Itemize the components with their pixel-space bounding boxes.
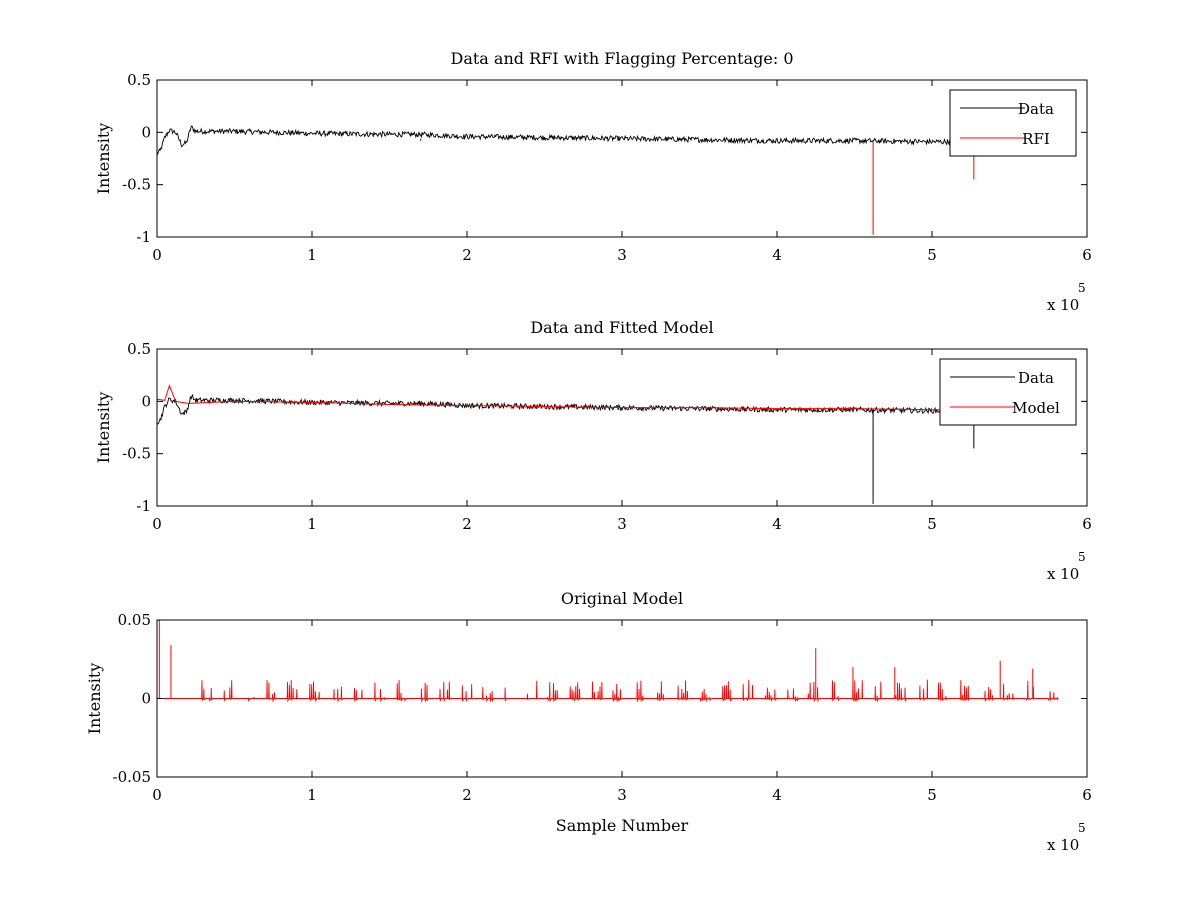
x-tick-label: 4	[772, 515, 782, 533]
x-tick-label: 4	[772, 246, 782, 264]
x-tick-label: 3	[617, 515, 627, 533]
x-multiplier-exponent: 5	[1078, 550, 1086, 564]
x-tick-label: 5	[927, 515, 937, 533]
y-tick-label: -0.5	[122, 445, 151, 463]
x-tick-label: 5	[927, 786, 937, 804]
x-tick-label: 0	[152, 786, 162, 804]
x-tick-label: 0	[152, 515, 162, 533]
subplot-1: 0 1 2 3 4 5 6 0.5 0 -0.5 -1 Data and RFI with Flagg…	[94, 49, 1092, 314]
x-tick-label: 3	[617, 786, 627, 804]
x-tick-label: 2	[462, 515, 472, 533]
y-axis-label: Intensity	[94, 392, 113, 464]
x-tick-label: 6	[1082, 786, 1092, 804]
chart-title: Data and Fitted Model	[530, 318, 713, 337]
legend-label: RFI	[1022, 130, 1050, 148]
legend-label: Data	[1018, 100, 1054, 118]
x-tick-label: 1	[307, 246, 317, 264]
x-tick-label: 0	[152, 246, 162, 264]
y-tick-label: 0.5	[127, 340, 151, 358]
x-multiplier-label: x 10	[1047, 296, 1079, 314]
series-data-line	[157, 125, 1049, 156]
legend: Data Model	[939, 358, 1077, 426]
y-tick-label: 0	[141, 690, 151, 708]
x-axis-label: Sample Number	[556, 816, 689, 835]
x-multiplier-label: x 10	[1047, 565, 1079, 583]
legend-box	[949, 89, 1077, 157]
x-tick-label: 5	[927, 246, 937, 264]
x-tick-label: 1	[307, 786, 317, 804]
plot-area	[157, 384, 1049, 504]
y-tick-label: 0	[141, 123, 151, 141]
y-axis-label: Intensity	[94, 123, 113, 195]
plot-area	[157, 125, 1049, 235]
x-multiplier-exponent: 5	[1078, 281, 1086, 295]
legend-label: Model	[1012, 399, 1060, 417]
x-multiplier-exponent: 5	[1078, 821, 1086, 835]
x-tick-label: 1	[307, 515, 317, 533]
legend-box	[939, 358, 1077, 426]
subplot-2: 0 1 2 3 4 5 6 0.5 0 -0.5 -1 Data and Fitted Model In…	[94, 318, 1092, 583]
y-tick-label: -0.5	[122, 176, 151, 194]
series-model-line	[157, 384, 1010, 411]
y-tick-label: -1	[136, 497, 151, 515]
x-multiplier-label: x 10	[1047, 836, 1079, 854]
x-tick-label: 2	[462, 246, 472, 264]
x-tick-label: 4	[772, 786, 782, 804]
y-tick-label: -1	[136, 228, 151, 246]
plot-area	[157, 620, 1059, 703]
legend: Data RFI	[949, 89, 1077, 157]
series-model-line	[157, 679, 1059, 703]
axes-box	[156, 79, 1088, 238]
y-axis-label: Intensity	[85, 663, 104, 735]
y-tick-label: 0.5	[127, 71, 151, 89]
y-tick-label: 0.05	[118, 611, 151, 629]
x-tick-label: 6	[1082, 515, 1092, 533]
legend-label: Data	[1018, 369, 1054, 387]
chart-title: Original Model	[561, 589, 683, 608]
x-tick-label: 6	[1082, 246, 1092, 264]
y-tick-label: 0	[141, 392, 151, 410]
x-tick-label: 3	[617, 246, 627, 264]
y-tick-label: -0.05	[113, 768, 151, 786]
chart-title: Data and RFI with Flagging Percentage: 0	[450, 49, 793, 68]
x-tick-label: 2	[462, 786, 472, 804]
